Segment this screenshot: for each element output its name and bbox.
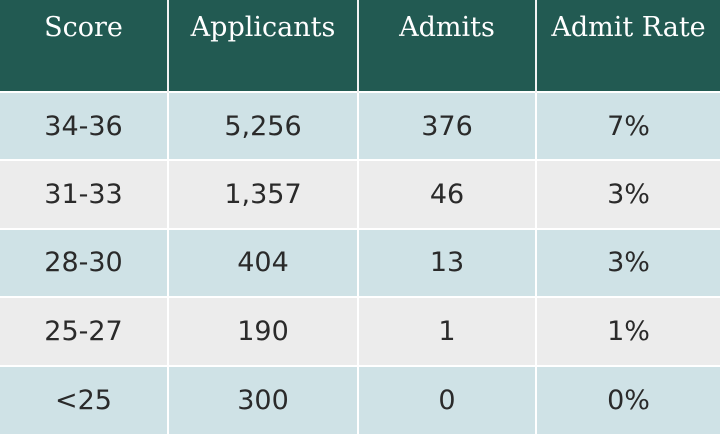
table-row: <25 300 0 0%: [0, 364, 720, 434]
cell-admit-rate: 3%: [536, 159, 720, 229]
cell-score: <25: [0, 364, 169, 434]
cell-applicants: 5,256: [168, 90, 359, 161]
column-header-admits: Admits: [358, 0, 537, 92]
cell-score: 25-27: [0, 296, 169, 366]
cell-applicants: 1,357: [168, 159, 359, 229]
table-row: 28-30 404 13 3%: [0, 227, 720, 298]
column-header-score: Score: [0, 0, 169, 92]
table-row: 31-33 1,357 46 3%: [0, 159, 720, 229]
column-header-admit-rate: Admit Rate: [551, 12, 706, 43]
cell-score: 34-36: [0, 90, 169, 161]
table-header-row: Score Applicants Admits Admit Rate: [0, 0, 720, 92]
column-header-applicants: Applicants: [168, 0, 359, 92]
cell-admit-rate: 7%: [536, 90, 720, 161]
cell-score: 31-33: [0, 159, 169, 229]
cell-admits: 376: [358, 90, 537, 161]
table-row: 25-27 190 1 1%: [0, 296, 720, 366]
cell-admits: 0: [358, 364, 537, 434]
cell-admits: 13: [358, 227, 537, 298]
table-row: 34-36 5,256 376 7%: [0, 90, 720, 161]
cell-admit-rate: 3%: [536, 227, 720, 298]
cell-admits: 1: [358, 296, 537, 366]
cell-applicants: 300: [168, 364, 359, 434]
cell-score: 28-30: [0, 227, 169, 298]
cell-applicants: 190: [168, 296, 359, 366]
cell-admits: 46: [358, 159, 537, 229]
cell-applicants: 404: [168, 227, 359, 298]
cell-admit-rate: 1%: [536, 296, 720, 366]
cell-admit-rate: 0%: [536, 364, 720, 434]
